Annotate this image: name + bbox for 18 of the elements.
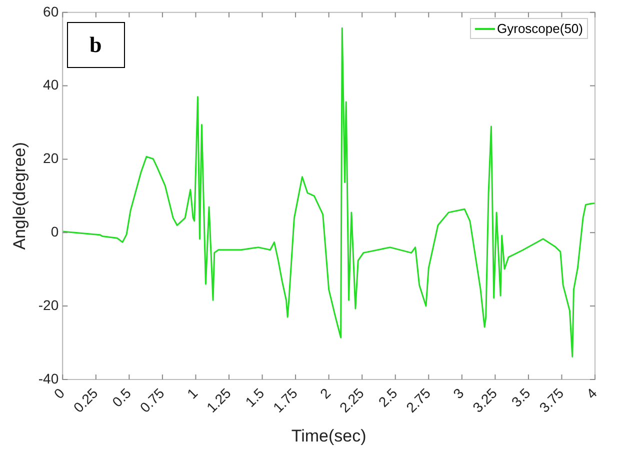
x-tick-label: 2.5: [375, 384, 400, 410]
x-tick-label: 2: [316, 384, 334, 402]
x-tick-label: 1: [184, 384, 201, 402]
x-tick-label: 3: [450, 384, 467, 402]
x-tick-label: 1.5: [242, 384, 268, 410]
y-tick-label: -20: [38, 296, 59, 313]
x-tick-label: 4: [583, 384, 600, 402]
y-tick-label: 40: [43, 76, 59, 93]
y-axis-title: Angle(degree): [10, 142, 29, 250]
x-axis-title: Time(sec): [291, 426, 366, 446]
y-tick-label: 60: [43, 3, 59, 20]
annotation: b: [66, 22, 125, 68]
y-tick-label: 0: [50, 223, 59, 240]
x-tick-label: 3.5: [508, 384, 534, 410]
x-tick-label: 0.5: [108, 384, 134, 410]
y-tick-label: -40: [38, 370, 59, 386]
legend-label: Gyroscope(50): [497, 21, 583, 36]
y-tick-label: 20: [43, 150, 59, 166]
